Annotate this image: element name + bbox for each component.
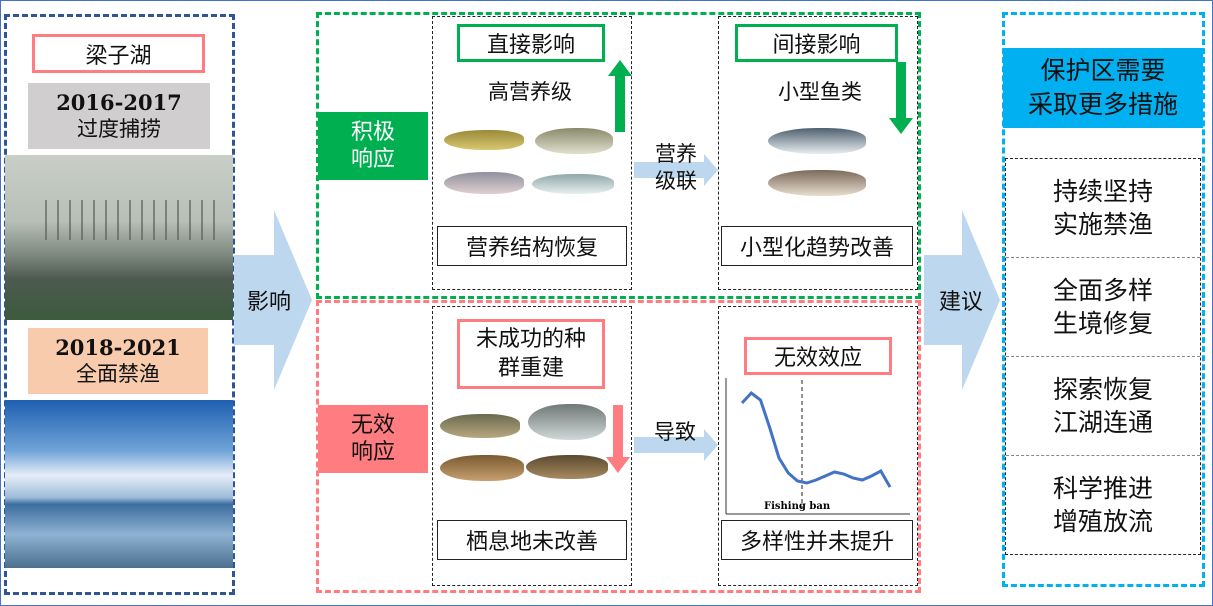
direct-effect-label: 直接影响 [457, 24, 605, 62]
period1-label: 过度捕捞 [77, 117, 161, 141]
high-trophic-label: 高营养级 [488, 80, 572, 104]
fish-image [768, 128, 866, 154]
recommendation-item: 全面多样 生境修复 [1006, 258, 1200, 357]
fish-image [526, 455, 608, 479]
fish-image [532, 174, 614, 194]
recommendations-list: 持续坚持 实施禁渔 全面多样 生境修复 探索恢复 江湖连通 科学推进 增殖放流 [1005, 158, 1201, 555]
positive-response-panel [316, 12, 921, 299]
lake-label: 梁子湖 [32, 34, 205, 73]
suggest-label: 建议 [938, 290, 983, 315]
impact-label: 影响 [246, 290, 291, 315]
recommendation-item: 探索恢复 江湖连通 [1006, 357, 1200, 456]
indirect-effect-panel [718, 16, 918, 290]
impact-arrow [234, 210, 312, 390]
fishing-ban-label: Fishing ban [764, 501, 831, 512]
no-effect-panel [718, 306, 918, 586]
indirect-effect-label: 间接影响 [735, 24, 898, 62]
period1-years: 2016-2017 [56, 90, 182, 115]
nutrient-structure-result: 营养结构恢复 [437, 226, 627, 266]
fish-image [440, 455, 524, 481]
period2-box: 2018-2021 全面禁渔 [28, 328, 208, 394]
arrow-down-icon [889, 62, 913, 134]
invalid-response-panel [316, 300, 921, 593]
recommendations-panel [1002, 12, 1205, 587]
diversity-trend-chart: Fishing ban [725, 378, 910, 515]
fish-image [440, 414, 520, 438]
fish-image [444, 172, 524, 194]
recommendation-item: 持续坚持 实施禁渔 [1006, 159, 1200, 258]
failed-rebuild-label: 未成功的种 群重建 [457, 319, 605, 389]
suggest-arrow [924, 210, 1000, 390]
habitat-result: 栖息地未改善 [437, 520, 627, 560]
small-fish-label: 小型鱼类 [778, 80, 862, 104]
invalid-response-label: 无效 响应 [318, 405, 428, 473]
period1-box: 2016-2017 过度捕捞 [28, 83, 210, 149]
arrow-up-icon [608, 60, 632, 132]
arrow-down-icon [606, 405, 630, 473]
lead-to-arrow [634, 429, 718, 461]
diversity-trend-line [740, 390, 892, 488]
cascade-label: 营养 级联 [655, 142, 697, 193]
fishing-ban-photo [5, 400, 233, 568]
lead-to-label: 导致 [654, 420, 696, 444]
positive-response-label: 积极 响应 [318, 112, 428, 180]
direct-effect-panel [432, 16, 632, 290]
fish-image [444, 130, 524, 150]
fish-image [768, 170, 866, 196]
fish-image [528, 404, 606, 440]
diversity-result: 多样性并未提升 [721, 520, 913, 560]
cascade-arrow [634, 154, 718, 186]
period2-years: 2018-2021 [55, 335, 181, 360]
failed-rebuild-panel [432, 306, 632, 586]
no-effect-label: 无效效应 [744, 337, 892, 375]
overfishing-photo [5, 155, 233, 320]
recommendation-item: 科学推进 增殖放流 [1052, 474, 1153, 536]
recommendations-header: 保护区需要 采取更多措施 [1003, 48, 1203, 128]
miniaturization-result: 小型化趋势改善 [721, 226, 913, 266]
fish-image [535, 128, 613, 154]
period2-label: 全面禁渔 [76, 362, 160, 386]
